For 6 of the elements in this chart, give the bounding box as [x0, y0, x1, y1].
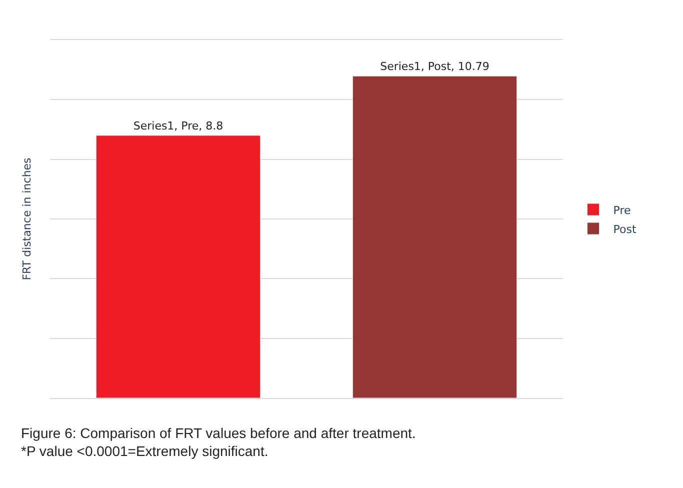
legend-label: Pre — [613, 204, 631, 217]
legend-label: Post — [613, 222, 637, 236]
y-axis-title: FRT distance in inches — [20, 157, 34, 280]
caption: Figure 6: Comparison of FRT values before and after treatment. *P value <0.0001=Extremely significant. — [21, 425, 416, 460]
data-label: Series1, Pre, 8.8 — [133, 119, 224, 132]
data-label: Series1, Post, 10.79 — [380, 60, 490, 74]
